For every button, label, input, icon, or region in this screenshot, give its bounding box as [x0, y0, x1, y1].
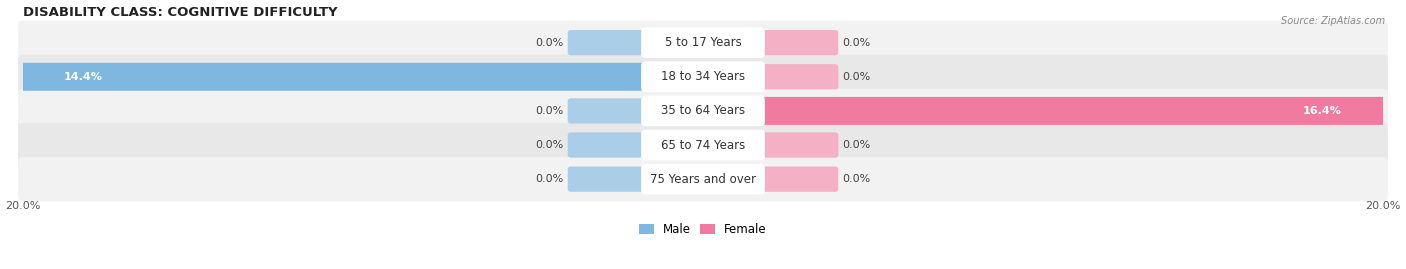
FancyBboxPatch shape: [758, 64, 838, 89]
Text: 5 to 17 Years: 5 to 17 Years: [665, 36, 741, 49]
Text: 0.0%: 0.0%: [842, 174, 870, 184]
FancyBboxPatch shape: [568, 30, 648, 55]
Legend: Male, Female: Male, Female: [634, 218, 772, 241]
Text: 18 to 34 Years: 18 to 34 Years: [661, 70, 745, 83]
Text: Source: ZipAtlas.com: Source: ZipAtlas.com: [1281, 16, 1385, 26]
FancyBboxPatch shape: [641, 27, 765, 58]
Text: 0.0%: 0.0%: [536, 106, 564, 116]
FancyBboxPatch shape: [18, 89, 1388, 133]
Text: 35 to 64 Years: 35 to 64 Years: [661, 104, 745, 117]
FancyBboxPatch shape: [758, 30, 838, 55]
FancyBboxPatch shape: [568, 167, 648, 192]
FancyBboxPatch shape: [18, 20, 1388, 65]
FancyBboxPatch shape: [758, 167, 838, 192]
FancyBboxPatch shape: [568, 98, 648, 123]
Text: 0.0%: 0.0%: [536, 38, 564, 48]
Text: 65 to 74 Years: 65 to 74 Years: [661, 139, 745, 151]
FancyBboxPatch shape: [18, 157, 1388, 201]
FancyBboxPatch shape: [20, 63, 650, 91]
FancyBboxPatch shape: [18, 55, 1388, 99]
Text: 0.0%: 0.0%: [842, 140, 870, 150]
FancyBboxPatch shape: [641, 164, 765, 194]
Text: 0.0%: 0.0%: [536, 174, 564, 184]
FancyBboxPatch shape: [756, 97, 1386, 125]
FancyBboxPatch shape: [568, 132, 648, 158]
FancyBboxPatch shape: [18, 123, 1388, 167]
Text: 16.4%: 16.4%: [1303, 106, 1341, 116]
Text: DISABILITY CLASS: COGNITIVE DIFFICULTY: DISABILITY CLASS: COGNITIVE DIFFICULTY: [24, 6, 337, 19]
Text: 0.0%: 0.0%: [536, 140, 564, 150]
Text: 0.0%: 0.0%: [842, 38, 870, 48]
FancyBboxPatch shape: [758, 132, 838, 158]
Text: 14.4%: 14.4%: [65, 72, 103, 82]
FancyBboxPatch shape: [641, 95, 765, 126]
Text: 0.0%: 0.0%: [842, 72, 870, 82]
FancyBboxPatch shape: [641, 130, 765, 160]
FancyBboxPatch shape: [641, 61, 765, 92]
Text: 75 Years and over: 75 Years and over: [650, 173, 756, 186]
